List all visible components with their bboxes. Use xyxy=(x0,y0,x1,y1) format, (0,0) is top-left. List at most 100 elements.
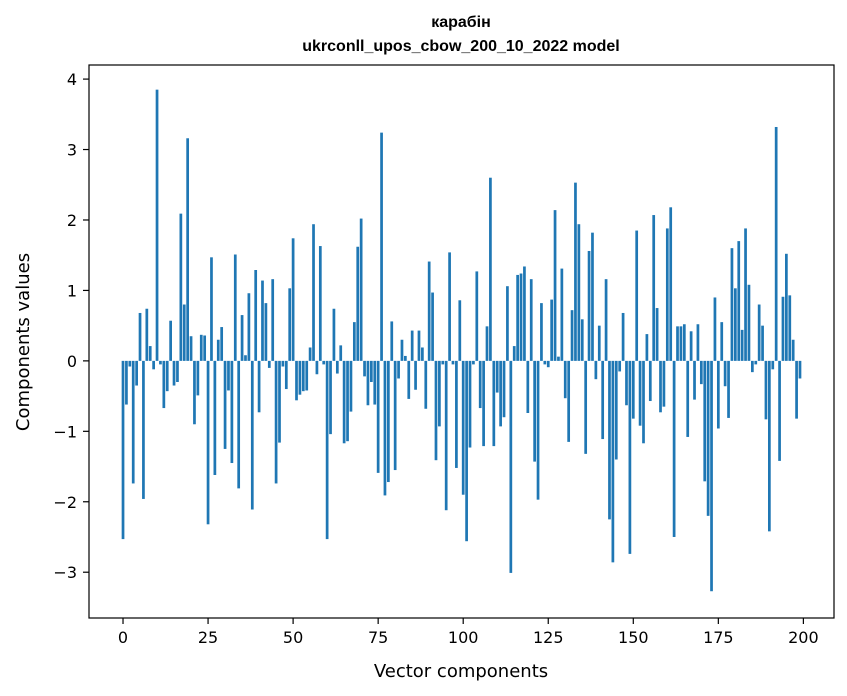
bar xyxy=(628,360,632,554)
bar xyxy=(611,360,615,563)
bar xyxy=(733,288,737,361)
bar xyxy=(159,360,162,365)
bar xyxy=(696,324,700,361)
bar xyxy=(686,360,690,437)
bar xyxy=(465,360,468,542)
bar xyxy=(665,228,669,361)
bar xyxy=(781,296,785,361)
bar xyxy=(206,360,210,525)
bar xyxy=(580,319,584,361)
bar xyxy=(747,284,751,361)
x-tick-label: 125 xyxy=(533,628,564,647)
bar xyxy=(468,360,472,448)
bar xyxy=(485,326,489,361)
bar xyxy=(720,322,724,361)
bar xyxy=(492,360,496,447)
bar xyxy=(489,177,492,361)
bar xyxy=(271,279,275,361)
bar xyxy=(655,308,659,361)
bar xyxy=(393,360,397,471)
bar xyxy=(267,360,271,368)
bar xyxy=(128,360,132,367)
x-tick-label: 100 xyxy=(448,628,479,647)
bar xyxy=(618,360,622,372)
bar xyxy=(424,360,428,409)
bar xyxy=(223,360,227,449)
bar xyxy=(768,360,771,532)
bar xyxy=(710,360,713,592)
bar xyxy=(363,360,366,377)
bar xyxy=(387,360,390,483)
bar xyxy=(645,334,649,361)
bar xyxy=(631,360,635,419)
bar xyxy=(570,310,574,361)
chart-title: карабін xyxy=(431,14,491,31)
bar xyxy=(597,325,601,361)
bar xyxy=(325,360,329,540)
bar xyxy=(550,299,554,361)
bar xyxy=(584,360,588,454)
bar xyxy=(478,360,482,409)
bar xyxy=(383,360,387,496)
y-tick-label: −3 xyxy=(53,563,77,582)
bar xyxy=(216,339,220,361)
bar xyxy=(723,360,727,387)
bar xyxy=(125,360,128,405)
bar xyxy=(778,360,781,461)
bar xyxy=(693,360,696,400)
bar xyxy=(788,295,792,361)
bar xyxy=(182,304,186,361)
bar xyxy=(404,355,407,361)
bar xyxy=(557,356,560,361)
bar xyxy=(730,248,734,361)
bar xyxy=(145,308,149,361)
bar xyxy=(764,360,768,420)
bar xyxy=(427,261,431,361)
x-tick-label: 150 xyxy=(618,628,649,647)
chart-subtitle: ukrconll_upos_cbow_200_10_2022 model xyxy=(302,38,619,55)
bar xyxy=(751,360,754,373)
bar xyxy=(516,274,519,361)
bar xyxy=(727,360,730,418)
bar xyxy=(713,297,717,361)
bar xyxy=(744,228,747,361)
bar xyxy=(512,346,516,361)
bar xyxy=(366,360,370,406)
bar xyxy=(414,360,417,390)
bar xyxy=(359,218,363,361)
bar xyxy=(121,360,125,540)
bar xyxy=(502,360,506,418)
bar xyxy=(482,360,485,447)
bar xyxy=(771,360,775,370)
bar xyxy=(179,213,183,361)
bar xyxy=(142,360,145,499)
bar xyxy=(138,312,142,361)
bar xyxy=(574,182,577,361)
bar xyxy=(638,360,642,426)
bar xyxy=(706,360,710,516)
bar xyxy=(495,360,499,393)
bar xyxy=(740,329,744,361)
bar xyxy=(461,360,465,495)
bar xyxy=(189,336,193,361)
bar xyxy=(506,286,509,361)
bar xyxy=(261,280,264,361)
bar xyxy=(254,270,258,361)
bar xyxy=(625,360,628,406)
bar xyxy=(546,360,550,368)
bar xyxy=(172,360,176,386)
bar xyxy=(196,360,200,396)
bar xyxy=(230,360,234,464)
bar xyxy=(417,330,421,361)
bar xyxy=(577,224,581,361)
bar xyxy=(659,360,662,413)
bar xyxy=(451,360,455,365)
bar xyxy=(369,360,373,382)
bar xyxy=(250,360,254,510)
x-tick-label: 50 xyxy=(283,628,303,647)
bar xyxy=(421,347,424,361)
bar xyxy=(407,360,411,399)
bar xyxy=(131,360,135,484)
bar xyxy=(431,292,434,361)
bar xyxy=(318,246,322,361)
